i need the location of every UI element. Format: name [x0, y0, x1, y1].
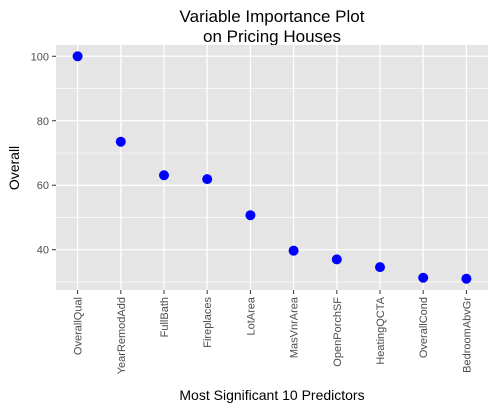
- x-axis-ticks: OverallQual YearRemodAdd FullBath Fireplace…: [73, 290, 473, 374]
- chart-title-line-1: Variable Importance Plot: [180, 7, 365, 26]
- y-tick-label-0: 40: [37, 245, 49, 257]
- x-tick-label-4: LotArea: [245, 296, 257, 335]
- data-point-1: [115, 136, 126, 147]
- x-tick-label-2: FullBath: [159, 297, 171, 337]
- data-point-0: [72, 51, 83, 62]
- gridlines: [56, 45, 488, 290]
- x-axis-title: Most Significant 10 Predictors: [179, 387, 364, 403]
- data-point-5: [288, 245, 299, 256]
- data-point-8: [418, 272, 429, 283]
- data-point-9: [461, 273, 472, 284]
- y-tick-label-3: 100: [31, 51, 49, 63]
- data-point-4: [245, 210, 256, 221]
- data-point-6: [331, 254, 342, 265]
- x-tick-label-5: MasVnrArea: [289, 296, 301, 358]
- y-axis-title: Overall: [6, 146, 22, 190]
- data-point-7: [375, 262, 385, 273]
- y-axis-ticks: 40 60 80 100: [31, 51, 56, 257]
- data-points: [72, 51, 472, 284]
- data-point-2: [159, 170, 169, 181]
- x-tick-label-0: OverallQual: [73, 297, 85, 355]
- x-tick-label-1: YearRemodAdd: [116, 297, 128, 374]
- x-tick-label-8: OverallCond: [418, 297, 430, 358]
- x-tick-label-9: BedroomAbvGr: [461, 297, 473, 373]
- x-tick-label-3: Fireplaces: [202, 297, 214, 348]
- data-point-3: [202, 174, 213, 185]
- chart-title-line-2: on Pricing Houses: [203, 27, 341, 46]
- x-tick-label-6: OpenPorchSF: [332, 297, 344, 367]
- y-tick-label-2: 80: [37, 116, 49, 128]
- y-tick-label-1: 60: [37, 180, 49, 192]
- x-tick-label-7: HeatingQCTA: [375, 296, 387, 364]
